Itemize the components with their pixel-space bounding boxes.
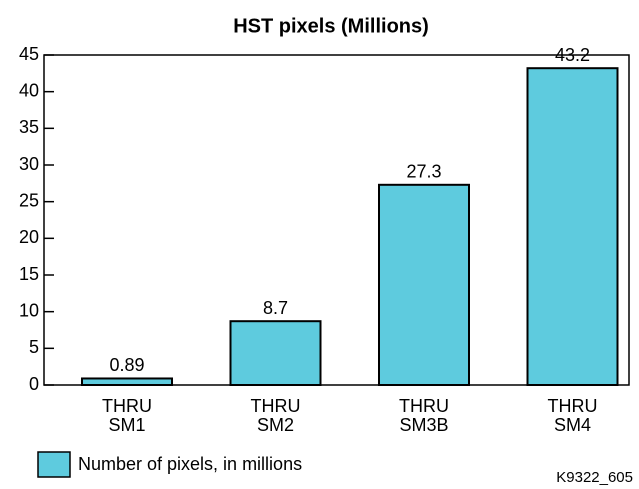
legend-swatch — [37, 451, 71, 478]
bar — [81, 377, 173, 386]
y-tick-label: 30 — [19, 154, 39, 174]
y-tick-label: 15 — [19, 264, 39, 284]
y-tick-label: 5 — [29, 337, 39, 357]
value-label: 0.89 — [109, 355, 144, 375]
x-tick-label: THRU SM2 — [250, 396, 301, 435]
value-label: 8.7 — [263, 298, 288, 318]
y-tick-label: 0 — [29, 374, 39, 394]
x-tick-label: THRU SM1 — [102, 396, 152, 435]
y-tick-label: 20 — [19, 227, 39, 247]
x-tick-label: THRU SM3B — [399, 396, 449, 435]
y-tick-label: 35 — [19, 117, 39, 137]
y-tick-label: 10 — [19, 300, 39, 320]
bar — [378, 183, 470, 386]
plot-frame — [43, 54, 630, 386]
value-label: 27.3 — [406, 162, 441, 182]
bar — [229, 320, 322, 387]
chart-title: HST pixels (Millions) — [233, 15, 429, 37]
y-tick-label: 40 — [19, 80, 39, 100]
y-tick-label: 25 — [19, 190, 39, 210]
y-tick-label: 45 — [19, 44, 39, 64]
figure-id: K9322_605 — [556, 469, 633, 486]
x-tick-label: THRU SM4 — [547, 396, 598, 435]
legend-label: Number of pixels, in millions — [78, 454, 302, 474]
bar — [526, 67, 619, 386]
